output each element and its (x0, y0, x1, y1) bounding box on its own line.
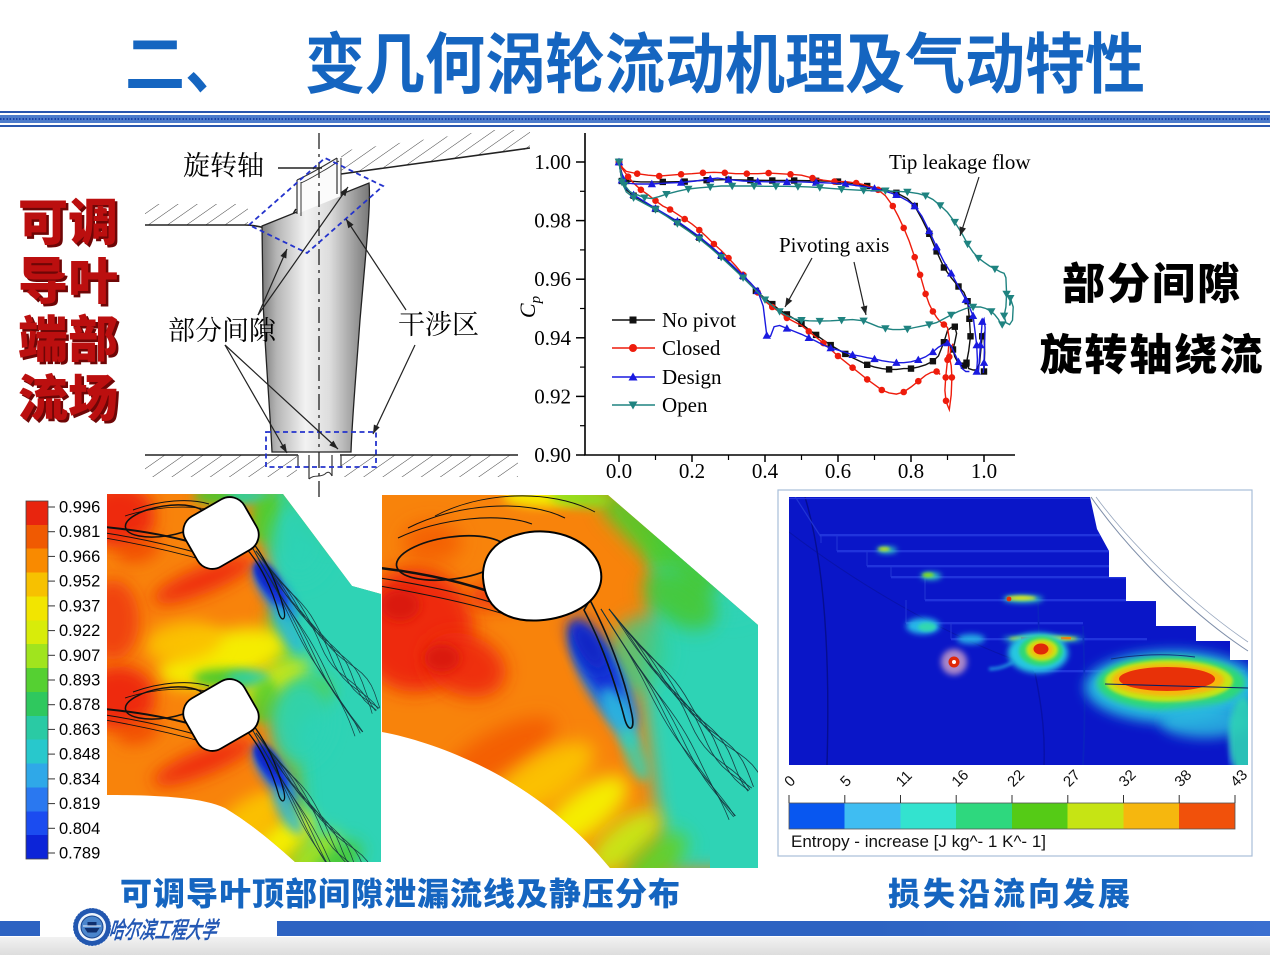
svg-text:0.789: 0.789 (59, 845, 100, 863)
svg-text:0.819: 0.819 (59, 795, 100, 813)
svg-text:0.90: 0.90 (534, 443, 571, 467)
svg-text:0.952: 0.952 (59, 573, 100, 591)
svg-text:0.92: 0.92 (534, 384, 571, 408)
svg-text:0.804: 0.804 (59, 820, 100, 838)
svg-text:0.6: 0.6 (825, 459, 851, 483)
svg-text:1.00: 1.00 (534, 150, 571, 174)
svg-text:0.863: 0.863 (59, 721, 100, 739)
svg-text:0.94: 0.94 (534, 326, 571, 350)
svg-text:0.996: 0.996 (59, 499, 100, 517)
svg-text:0.2: 0.2 (679, 459, 705, 483)
svg-text:旋转轴: 旋转轴 (183, 151, 264, 181)
svg-text:0.0: 0.0 (606, 459, 632, 483)
svg-text:部分间隙: 部分间隙 (168, 316, 277, 346)
svg-text:0.981: 0.981 (59, 523, 100, 541)
svg-text:干涉区: 干涉区 (398, 310, 479, 340)
svg-text:0.907: 0.907 (59, 647, 100, 665)
svg-text:Pivoting axis: Pivoting axis (779, 233, 889, 257)
svg-text:1.0: 1.0 (971, 459, 997, 483)
svg-text:0.96: 0.96 (534, 267, 571, 291)
svg-text:0.848: 0.848 (59, 746, 100, 764)
svg-text:Closed: Closed (662, 336, 721, 360)
svg-text:Open: Open (662, 393, 708, 417)
svg-text:Entropy - increase [J kg^- 1: Entropy - increase [J kg^- 1 K^- 1] (791, 832, 1046, 851)
svg-text:Design: Design (662, 365, 722, 389)
svg-text:0.834: 0.834 (59, 770, 100, 788)
svg-text:0.966: 0.966 (59, 548, 100, 566)
svg-text:0.878: 0.878 (59, 696, 100, 714)
svg-text:Cp: Cp (515, 295, 544, 318)
svg-text:0.4: 0.4 (752, 459, 779, 483)
svg-text:0.98: 0.98 (534, 209, 571, 233)
svg-text:0.8: 0.8 (898, 459, 924, 483)
svg-text:0.937: 0.937 (59, 597, 100, 615)
svg-text:Tip leakage flow: Tip leakage flow (889, 150, 1031, 174)
svg-text:0.922: 0.922 (59, 622, 100, 640)
svg-text:0.893: 0.893 (59, 672, 100, 690)
svg-text:No pivot: No pivot (662, 308, 736, 332)
